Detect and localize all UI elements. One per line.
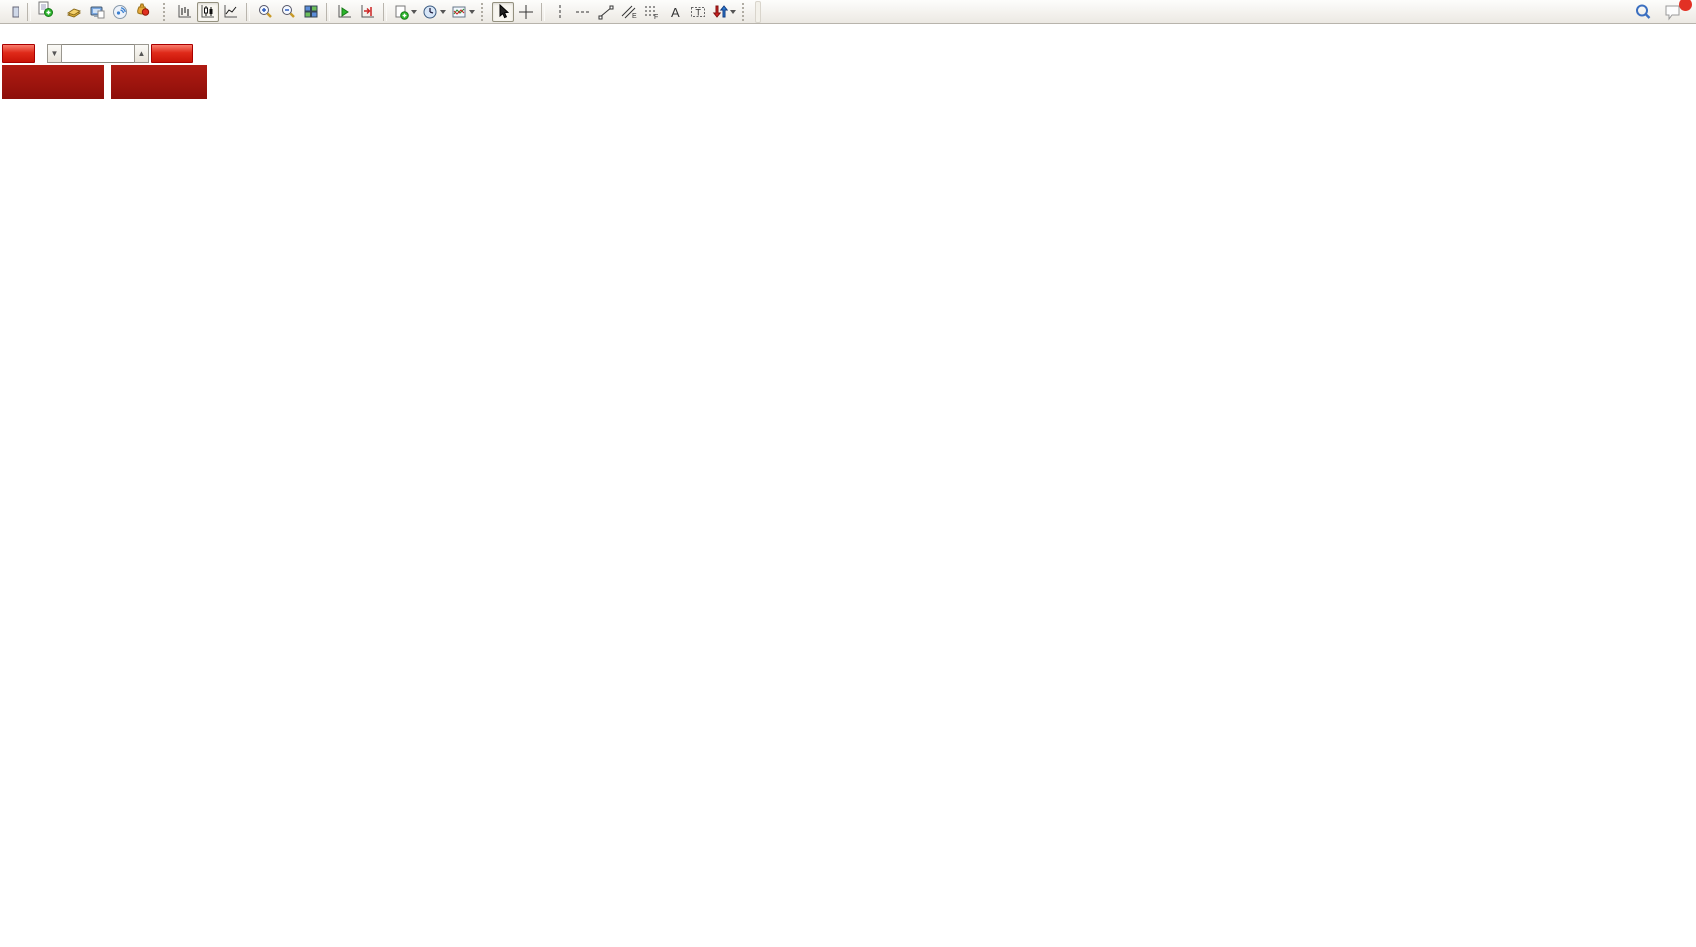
volume-decrease-button[interactable]: ▼ xyxy=(47,44,62,63)
buy-price-display[interactable] xyxy=(111,65,207,99)
chevron-down-icon xyxy=(730,9,736,14)
crosshair-button[interactable] xyxy=(515,2,537,22)
chart-shift-button[interactable] xyxy=(357,2,379,22)
new-order-icon xyxy=(37,1,53,22)
new-order-button[interactable] xyxy=(35,1,62,22)
monitor-icon[interactable] xyxy=(86,2,108,22)
line-chart-button[interactable] xyxy=(220,2,242,22)
triangle-down-icon: ▼ xyxy=(50,49,59,58)
timeframe-group xyxy=(755,0,761,23)
one-click-trading-widget: ▼ ▲ xyxy=(2,44,207,99)
auto-scroll-button[interactable] xyxy=(334,2,356,22)
zoom-in-button[interactable] xyxy=(254,2,276,22)
toolbar-grip xyxy=(163,2,170,21)
symbol-ohlc-line xyxy=(6,29,18,41)
toolbar: E F A T xyxy=(0,0,1696,24)
chart-canvas[interactable] xyxy=(0,24,1696,947)
fibonacci-button[interactable]: F xyxy=(641,2,663,22)
chart-window: ▼ ▲ xyxy=(0,24,1696,947)
toolbar-grip xyxy=(742,2,749,21)
chevron-down-icon xyxy=(440,9,446,14)
svg-text:F: F xyxy=(654,14,658,20)
text-button[interactable]: A xyxy=(664,2,686,22)
toolbar-grip xyxy=(481,2,488,21)
triangle-up-icon: ▲ xyxy=(137,49,146,58)
new-chart-button[interactable] xyxy=(391,2,419,22)
sell-price-display[interactable] xyxy=(2,65,105,99)
gold-book-icon[interactable] xyxy=(63,2,85,22)
zoom-out-button[interactable] xyxy=(277,2,299,22)
trendline-button[interactable] xyxy=(595,2,617,22)
autotrading-button[interactable] xyxy=(132,2,159,22)
broadcast-icon[interactable] xyxy=(109,2,131,22)
separator xyxy=(326,2,330,21)
search-button[interactable] xyxy=(1632,2,1654,22)
vertical-line-button[interactable] xyxy=(549,2,571,22)
text-label-button[interactable]: T xyxy=(687,2,709,22)
svg-text:T: T xyxy=(696,7,702,17)
chevron-down-icon xyxy=(469,9,475,14)
chevron-down-icon xyxy=(411,9,417,14)
arrows-button[interactable] xyxy=(710,2,738,22)
volume-input[interactable] xyxy=(62,44,134,63)
toolbar-right xyxy=(1632,0,1692,22)
notification-badge xyxy=(1679,0,1692,11)
one-click-price-row xyxy=(2,65,207,99)
svg-text:E: E xyxy=(632,13,637,20)
volume-increase-button[interactable]: ▲ xyxy=(134,44,149,63)
tile-windows-button[interactable] xyxy=(300,2,322,22)
bar-chart-button[interactable] xyxy=(174,2,196,22)
equidistant-channel-button[interactable]: E xyxy=(618,2,640,22)
buy-button[interactable] xyxy=(151,44,193,63)
periods-button[interactable] xyxy=(420,2,448,22)
cursor-button[interactable] xyxy=(492,1,514,22)
templates-button[interactable] xyxy=(449,2,477,22)
separator xyxy=(541,2,545,21)
horizontal-line-button[interactable] xyxy=(572,2,594,22)
notifications-button[interactable] xyxy=(1662,0,1692,22)
svg-text:A: A xyxy=(671,5,680,20)
sell-button[interactable] xyxy=(2,44,35,63)
separator xyxy=(246,2,250,21)
separator xyxy=(383,2,387,21)
clipped-toolbar-icon[interactable] xyxy=(1,2,23,22)
separator xyxy=(27,2,31,21)
candlestick-chart-button[interactable] xyxy=(197,1,219,22)
autotrading-icon xyxy=(134,1,150,22)
one-click-order-row: ▼ ▲ xyxy=(2,44,207,63)
